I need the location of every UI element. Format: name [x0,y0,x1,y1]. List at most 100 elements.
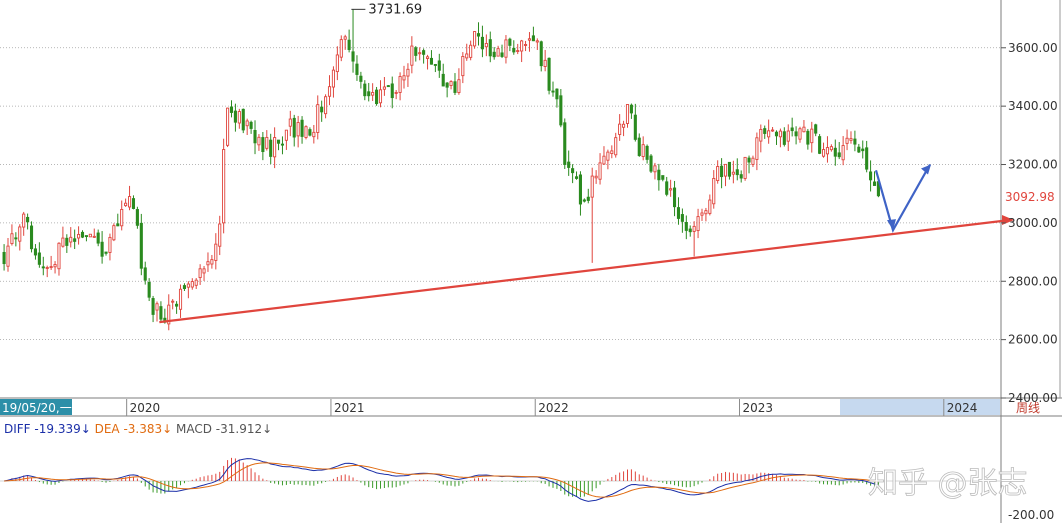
candle-up [49,266,53,269]
candle-up [731,171,735,175]
candle-down [865,147,869,170]
candle-down [347,39,351,50]
candle-down [720,165,724,178]
candle-down [633,114,637,140]
candle-up [155,303,159,311]
candle-up [257,136,261,146]
price-tick-label: 3400.00 [1008,99,1058,113]
cursor-date-label: 19/05/20,一 [2,401,72,415]
price-tick-label: 2400.00 [1008,391,1058,405]
candle-up [618,123,622,135]
candle-down [531,35,535,42]
candle-down [229,106,234,113]
candle-up [425,56,430,59]
candle-down [488,39,492,57]
candle-down [80,231,85,238]
candle-up [716,166,720,182]
candle-up [167,304,171,325]
candle-up [810,128,814,144]
candle-up [61,237,65,247]
candle-down [665,181,669,195]
candle-up [108,236,112,253]
candle-up [190,281,194,288]
price-tick-label: 3600.00 [1008,41,1058,55]
candle-up [343,36,347,40]
candle-down [84,235,88,238]
candle-up [504,39,508,58]
candle-down [869,171,873,181]
candle-down [422,50,426,55]
candle-up [218,223,222,247]
candle-up [378,89,383,104]
candle-down [253,129,257,144]
candle-down [539,41,543,67]
candle-down [629,104,633,114]
candle-down [837,152,841,158]
candle-up [273,137,277,158]
candle-up [653,165,657,173]
candle-down [390,83,394,99]
diff-line [3,458,879,502]
candle-down [2,251,6,265]
diff-legend: DIFF -19.339↓ [4,422,95,436]
candle-up [712,177,716,205]
year-tick-label: 2020 [130,401,161,415]
period-label: 周线 [1016,401,1040,415]
candle-down [292,117,296,138]
candle-up [186,283,190,288]
candle-up [45,267,49,269]
candle-up [120,208,124,227]
candle-up [410,45,414,66]
candle-up [288,118,292,127]
macd-axis-min-label: -200.00 [1008,508,1054,522]
candle-down [14,237,18,240]
candle-up [798,128,802,140]
candle-up [394,91,398,94]
candle-down [680,214,684,222]
candle-down [480,36,484,50]
candle-up [465,53,469,59]
candle-up [22,213,26,228]
candle-up [245,120,249,127]
candle-down [774,131,779,137]
candle-down [96,232,100,244]
candle-up [304,126,308,138]
candle-up [457,79,461,93]
candle-down [151,298,155,315]
candle-down [476,33,481,37]
candle-down [375,89,379,105]
candle-up [206,261,210,266]
candle-up [516,50,520,53]
candle-down [861,148,865,152]
candle-up [696,216,700,232]
candle-up [92,235,96,238]
candle-up [284,129,288,141]
candle-up [214,243,218,261]
candle-down [135,209,139,226]
candle-down [445,82,449,88]
candle-down [37,252,41,265]
last-price-label: 3092.98 [1005,190,1055,204]
candle-down [147,281,151,298]
candle-up [18,226,22,242]
candle-down [300,119,304,137]
price-tick-label: 3000.00 [1008,216,1058,230]
time-axis-highlight [840,399,1000,415]
candle-up [331,69,335,88]
candle-up [198,268,202,279]
candle-down [355,63,359,75]
candle-down [29,225,34,250]
candle-down [320,106,324,113]
candle-up [473,31,477,47]
candle-down [872,181,877,186]
candle-up [829,146,833,151]
candle-down [578,174,582,205]
candle-down [386,85,390,88]
candle-down [637,137,641,156]
candle-up [625,104,630,124]
candle-up [222,149,226,224]
candle-up [669,188,673,191]
candle-up [527,38,532,41]
candle-up [194,279,198,286]
candle-up [778,130,782,138]
